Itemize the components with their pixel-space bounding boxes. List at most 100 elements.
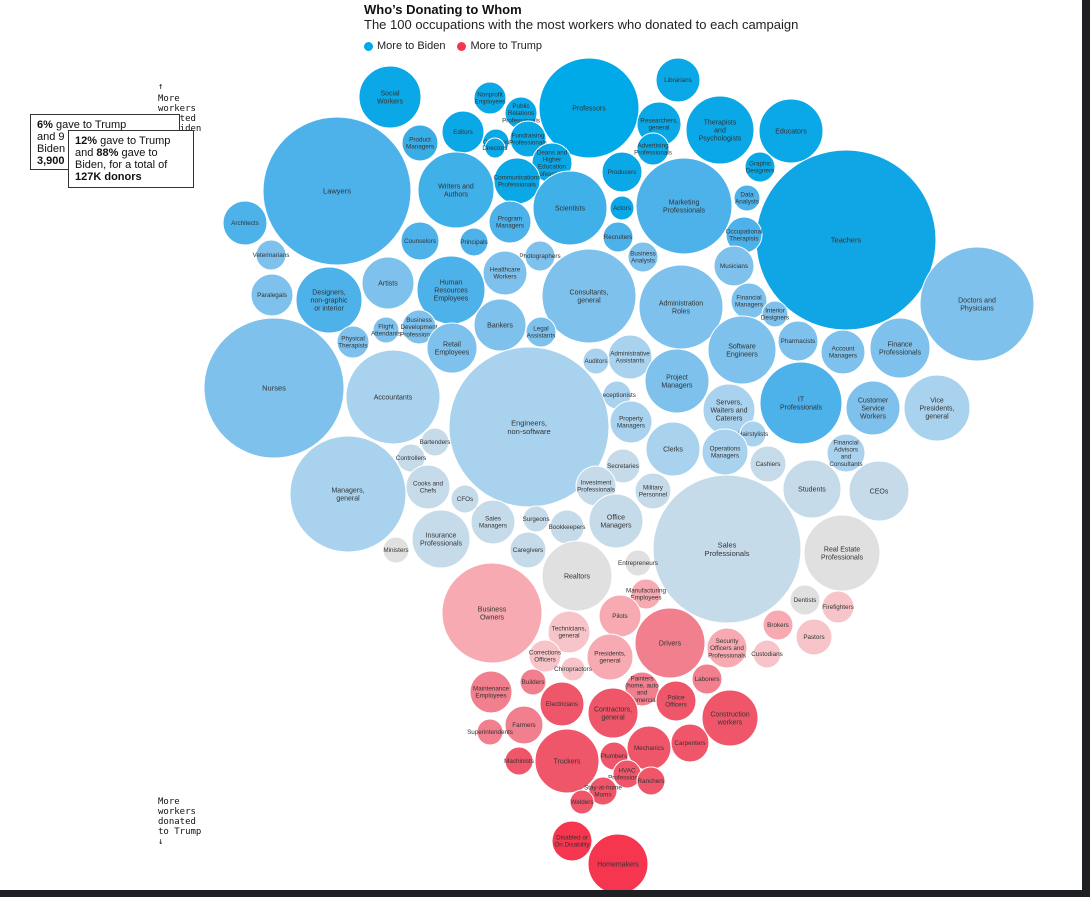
bubble-sales-managers[interactable]: Sales Managers — [470, 499, 516, 545]
bubble-construction-workers[interactable]: Construction workers — [701, 689, 759, 747]
bubble-business-owners[interactable]: Business Owners — [441, 562, 543, 664]
bubble-circle[interactable] — [482, 250, 528, 296]
bubble-graphic-designers[interactable]: Graphic Designers — [744, 151, 776, 183]
bubble-caregivers[interactable]: Caregivers — [509, 531, 547, 569]
bubble-circle[interactable] — [636, 132, 670, 166]
bubble-educators[interactable]: Educators — [758, 98, 824, 164]
bubble-teachers[interactable]: Teachers — [755, 149, 937, 331]
bubble-chiropractors[interactable]: Chiropractors — [554, 656, 592, 682]
bubble-circle[interactable] — [541, 540, 613, 612]
bubble-editors[interactable]: Editors — [441, 110, 485, 154]
bubble-circle[interactable] — [655, 680, 697, 722]
bubble-financial-advisors-and-consultants[interactable]: Financial Advisors and Consultants — [826, 433, 866, 473]
bubble-circle[interactable] — [289, 435, 407, 553]
bubble-circle[interactable] — [534, 728, 600, 794]
bubble-circle[interactable] — [473, 81, 507, 115]
bubble-writers-and-authors[interactable]: Writers and Authors — [417, 151, 495, 229]
bubble-advertising-professionals[interactable]: Advertising Professionals — [634, 132, 672, 166]
bubble-circle[interactable] — [782, 459, 842, 519]
bubble-musicians[interactable]: Musicians — [713, 245, 755, 287]
bubble-engineers-non-software[interactable]: Engineers, non-software — [448, 346, 610, 508]
bubble-ranchers[interactable]: Ranchers — [636, 766, 666, 796]
bubble-bartenders[interactable]: Bartenders — [420, 427, 451, 457]
bubble-actors[interactable]: Actors — [609, 195, 635, 221]
bubble-circle[interactable] — [222, 200, 268, 246]
bubble-circle[interactable] — [645, 421, 701, 477]
bubble-entrepreneurs[interactable]: Entrepreneurs — [618, 549, 658, 577]
bubble-social-workers[interactable]: Social Workers — [358, 65, 422, 129]
bubble-paralegals[interactable]: Paralegals — [250, 273, 294, 317]
bubble-vice-presidents-general[interactable]: Vice Presidents, general — [903, 374, 971, 442]
bubble-physical-therapists[interactable]: Physical Therapists — [336, 325, 370, 359]
bubble-circle[interactable] — [295, 266, 363, 334]
bubble-circle[interactable] — [509, 531, 547, 569]
bubble-firefighters[interactable]: Firefighters — [821, 590, 855, 624]
bubble-circle[interactable] — [903, 374, 971, 442]
bubble-machinists[interactable]: Machinists — [504, 746, 534, 776]
bubble-builders[interactable]: Builders — [519, 668, 547, 696]
bubble-controllers[interactable]: Controllers — [396, 443, 426, 473]
bubble-circle[interactable] — [528, 639, 562, 673]
bubble-nurses[interactable]: Nurses — [203, 317, 345, 459]
bubble-auditors[interactable]: Auditors — [582, 347, 610, 375]
bubble-principals[interactable]: Principals — [459, 227, 489, 257]
bubble-business-analysts[interactable]: Business Analysts — [627, 241, 659, 273]
bubble-circle[interactable] — [758, 98, 824, 164]
bubble-circle[interactable] — [450, 484, 480, 514]
bubble-contractors-general[interactable]: Contractors, general — [587, 687, 639, 739]
bubble-circle[interactable] — [685, 95, 755, 165]
bubble-pilots[interactable]: Pilots — [598, 594, 642, 638]
bubble-painters-home-auto-and-commercial[interactable]: Painters (home, auto and commercial) — [624, 671, 660, 707]
bubble-dentists[interactable]: Dentists — [789, 584, 821, 616]
bubble-recruiters[interactable]: Recruiters — [602, 221, 634, 253]
bubble-circle[interactable] — [484, 137, 506, 159]
bubble-circle[interactable] — [820, 329, 866, 375]
bubble-mechanics[interactable]: Mechanics — [626, 725, 672, 771]
bubble-ministers[interactable]: Ministers — [382, 536, 410, 564]
bubble-circle[interactable] — [441, 562, 543, 664]
bubble-circle[interactable] — [470, 499, 516, 545]
bubble-pharmacists[interactable]: Pharmacists — [777, 320, 819, 362]
bubble-maintenance-employees[interactable]: Maintenance Employees — [469, 670, 513, 714]
bubble-consultants-general[interactable]: Consultants, general — [541, 248, 637, 344]
bubble-circle[interactable] — [569, 789, 595, 815]
bubble-circle[interactable] — [602, 221, 634, 253]
bubble-circle[interactable] — [582, 347, 610, 375]
bubble-circle[interactable] — [538, 57, 640, 159]
bubble-administrative-assistants[interactable]: Administrative Assistants — [607, 334, 653, 380]
bubble-therapists-and-psychologists[interactable]: Therapists and Psychologists — [685, 95, 755, 165]
bubble-insurance-professionals[interactable]: Insurance Professionals — [411, 509, 471, 569]
bubble-circle[interactable] — [400, 221, 440, 261]
bubble-circle[interactable] — [821, 590, 855, 624]
bubble-circle[interactable] — [448, 346, 610, 508]
bubble-technicians-general[interactable]: Technicians, general — [547, 610, 591, 654]
bubble-circle[interactable] — [411, 509, 471, 569]
bubble-circle[interactable] — [588, 493, 644, 549]
bubble-circle[interactable] — [749, 445, 787, 483]
bubble-superintendents[interactable]: Superintendents — [467, 718, 513, 746]
bubble-circle[interactable] — [652, 474, 802, 624]
bubble-circle[interactable] — [624, 549, 652, 577]
bubble-circle[interactable] — [417, 151, 495, 229]
bubble-surgeons[interactable]: Surgeons — [522, 505, 550, 533]
bubble-circle[interactable] — [609, 195, 635, 221]
bubble-circle[interactable] — [605, 448, 641, 484]
bubble-circle[interactable] — [401, 309, 437, 345]
bubble-circle[interactable] — [250, 273, 294, 317]
bubble-circle[interactable] — [372, 316, 400, 344]
bubble-circle[interactable] — [761, 300, 789, 328]
bubble-property-managers[interactable]: Property Managers — [609, 400, 653, 444]
bubble-secretaries[interactable]: Secretaries — [605, 448, 641, 484]
bubble-custodians[interactable]: Custodians — [751, 639, 783, 669]
bubble-circle[interactable] — [707, 315, 777, 385]
bubble-circle[interactable] — [762, 609, 794, 641]
bubble-circle[interactable] — [560, 656, 586, 682]
bubble-directors[interactable]: Directors — [482, 137, 508, 159]
bubble-circle[interactable] — [789, 584, 821, 616]
bubble-circle[interactable] — [401, 124, 439, 162]
bubble-brokers[interactable]: Brokers — [762, 609, 794, 641]
bubble-circle[interactable] — [345, 349, 441, 445]
bubble-veterinarians[interactable]: Veterinarians — [253, 239, 290, 271]
bubble-presidents-general[interactable]: Presidents, general — [586, 633, 634, 681]
bubble-circle[interactable] — [488, 200, 532, 244]
